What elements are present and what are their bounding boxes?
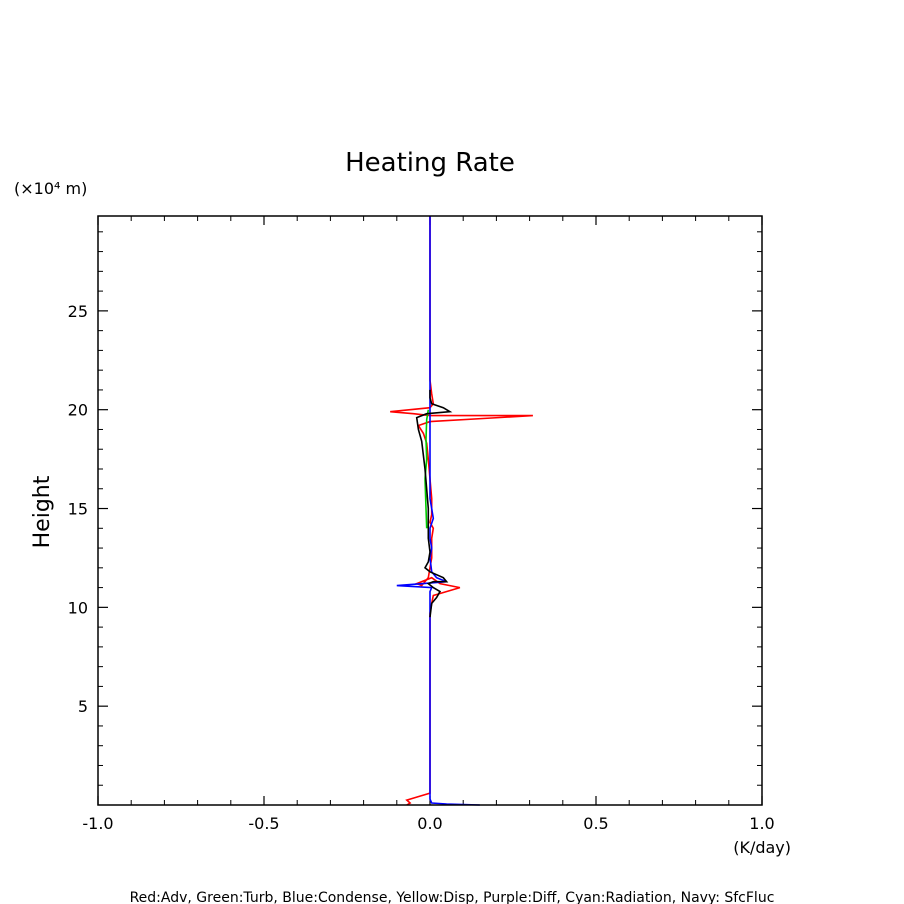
y-axis-unit: (×10⁴ m) bbox=[14, 179, 87, 198]
y-axis-title: Height bbox=[30, 475, 55, 548]
x-tick-label: -0.5 bbox=[248, 814, 279, 833]
y-tick-label: 5 bbox=[78, 697, 88, 716]
series-line-turb bbox=[424, 409, 430, 529]
y-tick-label: 10 bbox=[68, 598, 88, 617]
legend-text: Red:Adv, Green:Turb, Blue:Condense, Yell… bbox=[130, 890, 775, 904]
x-tick-label: 1.0 bbox=[749, 814, 774, 833]
series-layer bbox=[390, 216, 533, 806]
chart-title: Heating Rate bbox=[345, 148, 515, 178]
x-tick-label: 0.0 bbox=[417, 814, 442, 833]
x-tick-label: -1.0 bbox=[82, 814, 113, 833]
axis-ticks: -1.0 -0.5 0.0 0.5 1.0 5 10 15 20 25 bbox=[68, 216, 775, 833]
series-line-adv bbox=[390, 216, 533, 806]
y-tick-label: 15 bbox=[68, 500, 88, 519]
y-tick-label: 25 bbox=[68, 302, 88, 321]
plot-frame bbox=[97, 215, 763, 806]
y-tick-label: 20 bbox=[68, 401, 88, 420]
x-tick-label: 0.5 bbox=[583, 814, 608, 833]
x-axis-unit: (K/day) bbox=[733, 838, 791, 857]
series-line-total bbox=[415, 389, 453, 618]
series-line-condense bbox=[396, 216, 480, 806]
